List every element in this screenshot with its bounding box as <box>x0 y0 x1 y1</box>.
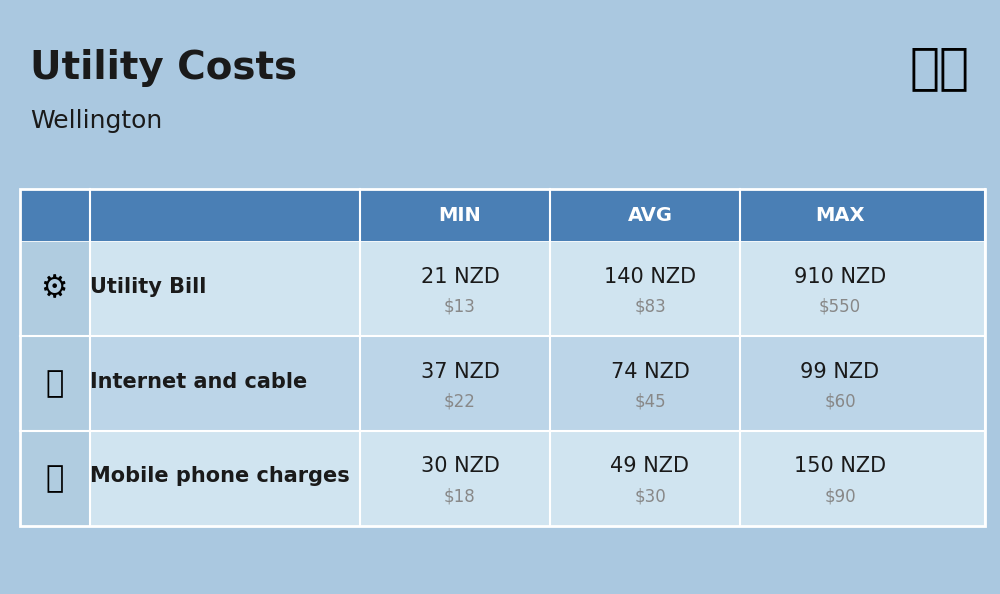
Text: Utility Costs: Utility Costs <box>30 49 297 87</box>
Text: MIN: MIN <box>439 206 481 225</box>
Text: 910 NZD: 910 NZD <box>794 267 886 286</box>
Text: $45: $45 <box>634 393 666 410</box>
Text: $22: $22 <box>444 393 476 410</box>
Text: 37 NZD: 37 NZD <box>421 362 499 381</box>
Text: $13: $13 <box>444 298 476 315</box>
FancyBboxPatch shape <box>20 336 90 431</box>
Text: $90: $90 <box>824 488 856 505</box>
Text: $60: $60 <box>824 393 856 410</box>
FancyBboxPatch shape <box>90 336 985 431</box>
Text: 21 NZD: 21 NZD <box>421 267 499 286</box>
Text: 150 NZD: 150 NZD <box>794 457 886 476</box>
Text: Internet and cable: Internet and cable <box>90 371 307 391</box>
FancyBboxPatch shape <box>90 241 985 336</box>
FancyBboxPatch shape <box>20 431 90 526</box>
Text: Mobile phone charges: Mobile phone charges <box>90 466 350 486</box>
Text: $30: $30 <box>634 488 666 505</box>
Text: $83: $83 <box>634 298 666 315</box>
Text: 74 NZD: 74 NZD <box>611 362 689 381</box>
FancyBboxPatch shape <box>90 431 985 526</box>
Text: 140 NZD: 140 NZD <box>604 267 696 286</box>
FancyBboxPatch shape <box>20 189 985 241</box>
Text: Utility Bill: Utility Bill <box>90 276 206 296</box>
Text: MAX: MAX <box>815 206 865 225</box>
Text: 99 NZD: 99 NZD <box>800 362 880 381</box>
Text: ⚙️: ⚙️ <box>41 274 69 303</box>
Text: Wellington: Wellington <box>30 109 162 133</box>
Text: 📱: 📱 <box>46 464 64 493</box>
Text: 📶: 📶 <box>46 369 64 398</box>
Text: 49 NZD: 49 NZD <box>610 457 690 476</box>
Text: 🇳🇿: 🇳🇿 <box>910 44 970 92</box>
Text: 30 NZD: 30 NZD <box>421 457 499 476</box>
FancyBboxPatch shape <box>20 241 90 336</box>
Text: $18: $18 <box>444 488 476 505</box>
Text: $550: $550 <box>819 298 861 315</box>
Text: AVG: AVG <box>628 206 672 225</box>
